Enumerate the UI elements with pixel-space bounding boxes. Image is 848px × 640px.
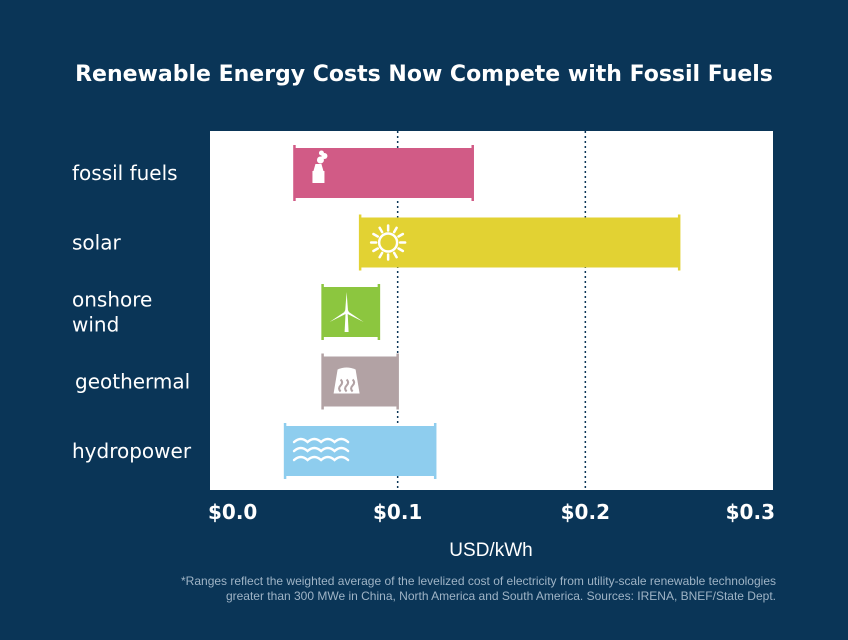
range-bar (321, 353, 399, 410)
footnote: *Ranges reflect the weighted average of … (56, 574, 776, 604)
category-label: solar (72, 231, 121, 255)
factory-icon (312, 150, 328, 183)
range-bar (293, 145, 474, 201)
range-bar (358, 214, 681, 271)
category-label: hydropower (72, 439, 192, 463)
water-waves-icon (292, 437, 350, 462)
wind-turbine-icon (329, 292, 364, 332)
footnote-line: greater than 300 MWe in China, North Ame… (225, 589, 776, 603)
range-bar-fill (285, 426, 436, 476)
category-label: fossil fuels (72, 161, 178, 185)
x-tick-labels: $0.0 $0.1 $0.2 $0.3 (208, 500, 775, 524)
range-bar-fill (322, 356, 398, 407)
range-bar (283, 423, 437, 479)
sun-icon (369, 224, 407, 261)
x-tick-label: $0.1 (373, 500, 422, 524)
x-tick-label: $0.2 (561, 500, 610, 524)
category-labels: fossil fuels solar onshore wind geothermal hy… (72, 161, 192, 463)
footnote-line: *Ranges reflect the weighted average of … (181, 574, 776, 588)
x-tick-label: $0.3 (726, 500, 775, 524)
category-label: onshore wind (72, 288, 152, 337)
x-tick-label: $0.0 (208, 500, 257, 524)
range-bar (321, 284, 381, 340)
chart-title: Renewable Energy Costs Now Compete with … (75, 62, 773, 87)
x-axis-label: USD/kWh (449, 540, 532, 561)
bars (283, 145, 681, 479)
category-label: geothermal (75, 370, 190, 394)
range-bar-fill (360, 217, 680, 268)
geothermal-icon (333, 367, 360, 394)
range-bar-fill (322, 287, 379, 337)
